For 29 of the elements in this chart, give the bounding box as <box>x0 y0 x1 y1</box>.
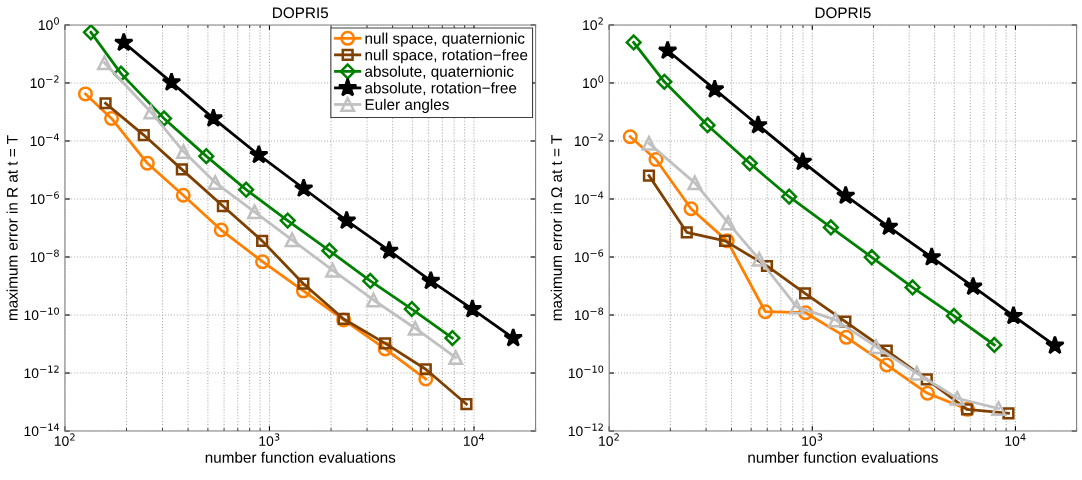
chart-title: DOPRI5 <box>815 7 871 19</box>
y-tick-label: 10$^{−12}$ <box>24 365 59 379</box>
legend-label: absolute, quaternionic <box>365 65 514 80</box>
y-tick-label: 10$^{−10}$ <box>24 307 59 321</box>
legend-label: Euler angles <box>365 98 449 113</box>
y-tick-label: 10$^{0}$ <box>583 75 604 89</box>
y-tick-label: 10$^{0}$ <box>38 17 59 31</box>
x-axis-title: number function evaluations <box>205 451 396 463</box>
y-tick-label: 10$^{−4}$ <box>30 133 60 147</box>
x-axis-title: number function evaluations <box>748 451 938 463</box>
legend-label: absolute, rotation−free <box>365 82 517 96</box>
y-tick-label: 10$^{−8}$ <box>574 307 604 321</box>
y-axis-title: maximum error in R at t = T <box>6 135 18 321</box>
x-tick-label: 10$^{3}$ <box>802 433 823 446</box>
y-tick-label: 10$^{2}$ <box>583 17 603 31</box>
chart-title: DOPRI5 <box>273 7 329 19</box>
legend-label: null space, rotation−free <box>365 49 528 64</box>
y-tick-label: 10$^{−2}$ <box>574 133 603 147</box>
y-axis-title: maximum error in Ω at t = T <box>550 135 562 321</box>
y-tick-label: 10$^{−10}$ <box>568 365 604 379</box>
x-tick-label: 10$^{4}$ <box>463 433 485 447</box>
y-tick-label: 10$^{−4}$ <box>574 191 604 205</box>
y-tick-label: 10$^{−2}$ <box>30 75 59 89</box>
x-tick-label: 10$^{3}$ <box>259 433 280 446</box>
legend-label: null space, quaternionic <box>365 32 525 47</box>
y-tick-label: 10$^{−6}$ <box>574 249 604 263</box>
x-tick-label: 10$^{4}$ <box>1005 433 1026 447</box>
y-tick-label: 10$^{−8}$ <box>30 249 59 263</box>
y-tick-label: 10$^{−6}$ <box>30 191 59 205</box>
